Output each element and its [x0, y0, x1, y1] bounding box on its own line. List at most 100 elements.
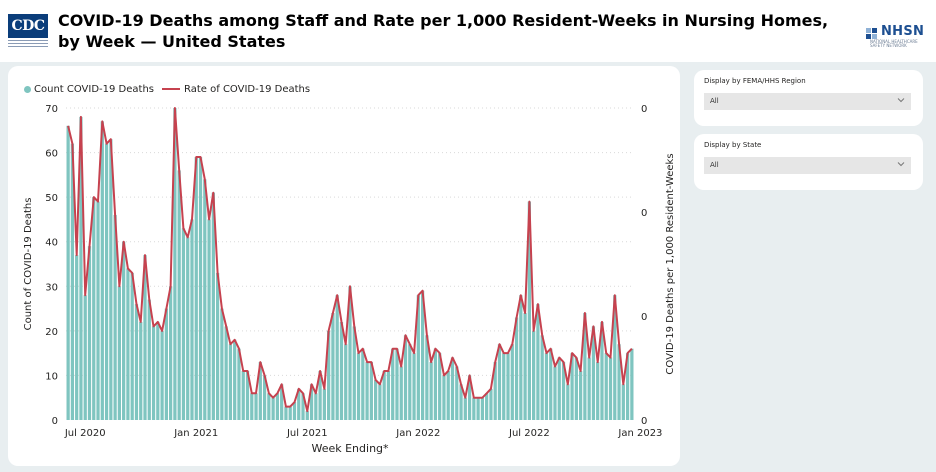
bar	[433, 348, 438, 420]
x-tick-label: Jan 2022	[395, 428, 440, 439]
bar	[177, 170, 181, 420]
cdc-logo: CDC	[8, 14, 50, 50]
bar	[459, 384, 463, 420]
nhsn-logo-subtext: NATIONAL HEALTHCARE SAFETY NETWORK	[870, 39, 918, 48]
bar	[322, 388, 326, 420]
bar	[480, 397, 485, 420]
bar	[151, 326, 156, 420]
bar	[532, 330, 536, 420]
bar	[233, 339, 237, 420]
y-tick-label: 20	[45, 327, 58, 338]
bar	[100, 121, 104, 420]
bar	[250, 393, 254, 420]
bar	[122, 241, 126, 420]
bar	[429, 362, 433, 420]
bar	[566, 384, 570, 420]
bar	[386, 370, 391, 420]
bar	[305, 411, 309, 420]
bar	[510, 344, 514, 420]
y-tick-label: 60	[45, 149, 58, 160]
bar	[489, 388, 493, 420]
y2-axis-title: COVID-19 Deaths per 1,000 Resident-Weeks	[665, 153, 676, 374]
bar	[83, 295, 87, 420]
bar	[194, 157, 198, 420]
bar	[292, 402, 297, 420]
y2-tick-label: 0	[641, 104, 647, 115]
x-axis-title: Week Ending*	[311, 442, 389, 455]
bar	[438, 353, 442, 420]
bar	[540, 335, 544, 420]
bar	[378, 384, 382, 420]
bar	[361, 348, 365, 420]
y2-tick-label: 0	[641, 208, 647, 219]
bar	[412, 353, 416, 420]
legend-bar-swatch	[24, 85, 31, 93]
bar	[241, 370, 245, 420]
y-tick-label: 30	[45, 282, 58, 293]
y-tick-label: 10	[45, 371, 58, 382]
bar	[467, 375, 472, 420]
bar	[365, 362, 369, 420]
bar	[523, 313, 527, 420]
bar	[66, 125, 70, 420]
bar	[557, 357, 561, 420]
bar	[403, 335, 408, 420]
chart-legend: Count COVID-19 Deaths Rate of COVID-19 D…	[24, 82, 310, 96]
state-filter-card: Display by State All	[694, 134, 923, 190]
nhsn-logo: NHSN NATIONAL HEALTHCARE SAFETY NETWORK	[866, 24, 930, 50]
bar	[617, 344, 621, 420]
bar	[130, 272, 134, 420]
bar	[613, 295, 617, 420]
bar	[96, 201, 100, 420]
bar	[220, 308, 224, 420]
bar	[348, 286, 352, 420]
state-dropdown[interactable]: All	[704, 157, 911, 174]
bar	[591, 326, 596, 420]
region-dropdown[interactable]: All	[704, 93, 911, 110]
bar	[455, 366, 459, 420]
bar	[113, 214, 117, 420]
y-tick-label: 40	[45, 238, 58, 249]
bar	[169, 286, 173, 420]
bar	[186, 237, 190, 420]
header: CDC COVID-19 Deaths among Staff and Rate…	[0, 0, 936, 62]
chevron-down-icon	[897, 162, 905, 167]
bar	[608, 357, 613, 420]
bar	[527, 201, 531, 420]
bar	[600, 321, 604, 420]
region-filter-card: Display by FEMA/HHS Region All	[694, 70, 923, 126]
bar	[553, 366, 557, 420]
bar	[79, 116, 83, 421]
bar	[181, 228, 186, 420]
bar	[164, 308, 168, 420]
x-tick-label: Jul 2020	[64, 428, 106, 439]
y-tick-label: 50	[45, 193, 58, 204]
bar	[472, 397, 476, 420]
bar	[104, 143, 109, 420]
bar	[587, 357, 591, 420]
bar	[70, 143, 75, 420]
bar	[416, 295, 420, 420]
region-dropdown-value: All	[710, 97, 719, 105]
bar	[262, 375, 267, 420]
bar	[143, 255, 147, 420]
bar	[271, 397, 275, 420]
bar	[267, 393, 271, 420]
bar	[156, 321, 160, 420]
bar	[198, 157, 203, 420]
bar	[134, 304, 139, 420]
bar	[280, 384, 284, 420]
bar	[374, 379, 378, 420]
bar	[139, 321, 143, 420]
bar	[75, 255, 79, 420]
nhsn-mark-icon	[866, 28, 877, 39]
region-filter-label: Display by FEMA/HHS Region	[704, 77, 806, 85]
x-tick-label: Jul 2021	[286, 428, 328, 439]
nhsn-logo-text: NHSN	[881, 24, 925, 39]
bar	[395, 348, 399, 420]
chevron-down-icon	[897, 98, 905, 103]
bar	[463, 397, 467, 420]
bar	[625, 353, 630, 420]
bar	[583, 313, 587, 420]
